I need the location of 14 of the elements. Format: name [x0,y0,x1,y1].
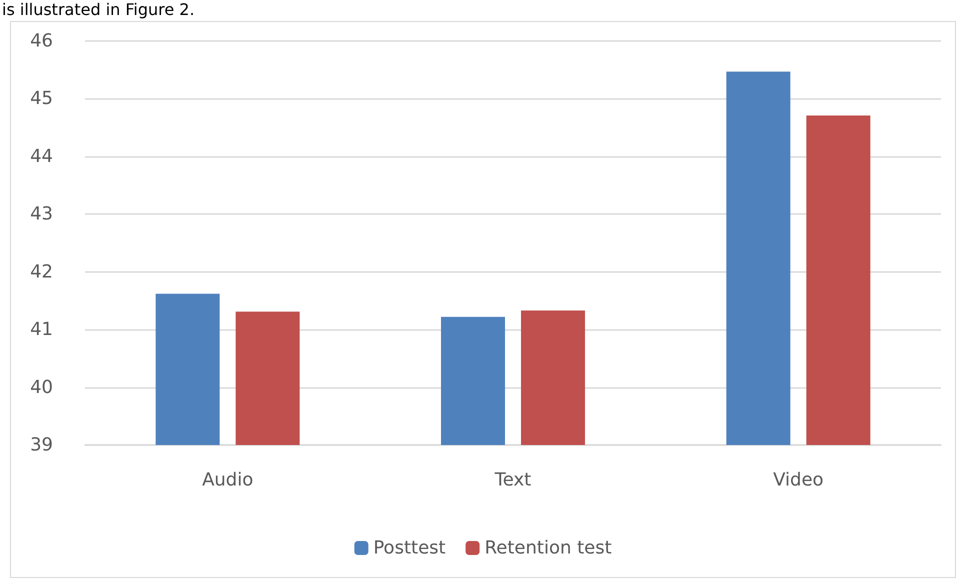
x-tick-label: Video [773,470,824,490]
legend-label: Retention test [484,538,612,558]
y-tick-label: 45 [30,88,53,110]
x-tick-label: Audio [202,470,254,490]
y-tick-label: 43 [30,204,53,225]
y-tick-label: 40 [30,376,53,398]
legend-label: Posttest [373,538,446,558]
y-tick-label: 42 [30,261,53,282]
text: is illustrated in Figure 2. [2,0,195,19]
y-tick-label: 46 [30,30,53,52]
y-tick-label: 44 [30,146,53,167]
y-tick-label: 41 [30,319,53,340]
y-tick-label: 39 [30,434,53,456]
x-tick-label: Text [494,470,532,490]
